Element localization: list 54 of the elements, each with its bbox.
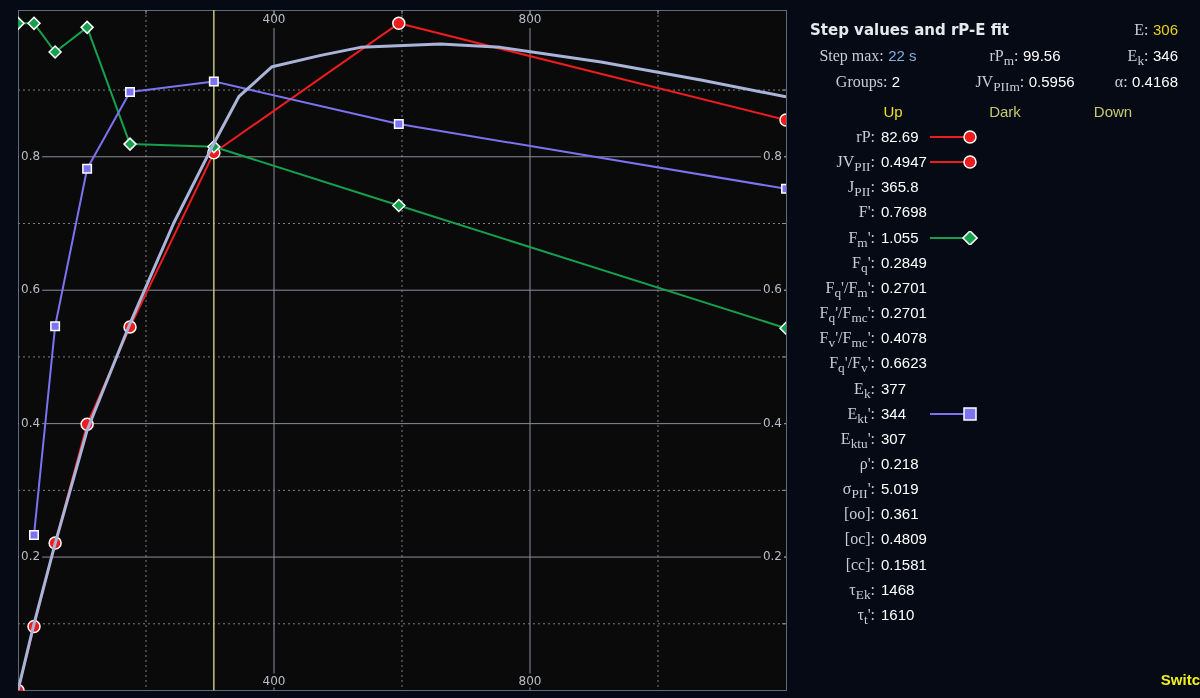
text: [cc]: 0.1581 <box>845 555 927 573</box>
x2-tick-label: 800 <box>518 12 542 27</box>
text: [oo]: 0.361 <box>843 505 919 523</box>
text: ρ': 0.218 <box>859 454 919 472</box>
text: τ$_{Ek}$: 1468 <box>849 580 915 602</box>
text: E: 306 <box>1134 21 1178 38</box>
text: Down <box>1093 103 1133 120</box>
point <box>82 163 93 174</box>
text: F$_{q}$'/F$_{v}$': 0.6623 <box>829 354 927 376</box>
text: JV$_{PIIm}$: 0.5956 <box>975 73 1075 95</box>
point <box>48 45 62 59</box>
text: E$_{ktu}$': 307 <box>840 429 907 451</box>
text: α: 0.4168 <box>1114 73 1178 90</box>
text: τ$_{t}$': 1610 <box>857 605 915 628</box>
text: Step max: 22 s <box>819 47 917 64</box>
text: σ$_{PII}$': 5.019 <box>842 480 919 502</box>
y2-tick-label: 0.4 <box>762 415 782 430</box>
point <box>125 87 135 98</box>
point <box>393 119 404 130</box>
text: Groups: 2 <box>835 73 901 90</box>
point <box>50 321 61 332</box>
y-tick-label: 0.6 <box>21 282 41 297</box>
y-tick-label: 0.4 <box>21 415 41 430</box>
y2-tick-label: 0.6 <box>762 282 782 297</box>
text: F': 0.7698 <box>858 203 927 221</box>
text: F$_{q}$': 0.2849 <box>852 253 927 275</box>
y2-tick-label: 0.2 <box>762 549 782 564</box>
text: F$_{m}$': 1.055 <box>848 228 919 250</box>
text: F$_{q}$'/F$_{mc}$': 0.2701 <box>819 304 927 326</box>
text: JV$_{PII}$: 0.4947 <box>836 153 927 175</box>
y-tick-label: 0.2 <box>21 549 41 564</box>
text: F$_{q}$'/F$_{m}$': 0.2701 <box>825 278 927 301</box>
text: E$_{k}$: 377 <box>854 379 907 401</box>
point <box>208 76 219 87</box>
text: E$_{k}$: 346 <box>1127 47 1178 69</box>
text: J$_{PII}$: 365.8 <box>848 178 919 200</box>
point <box>27 16 41 31</box>
text: Step values and rP-E fit <box>810 20 1010 40</box>
text: E$_{kt}$': 344 <box>847 404 907 426</box>
text: rP$_{m}$: 99.56 <box>989 47 1061 69</box>
point <box>123 137 137 151</box>
point <box>29 530 39 541</box>
y2-tick-label: 0.8 <box>762 148 782 163</box>
text: Switc <box>1160 671 1200 688</box>
text: [oc]: 0.4809 <box>844 530 927 548</box>
point <box>392 198 406 213</box>
point <box>80 20 94 35</box>
text: F$_{v}$'/F$_{mc}$': 0.4078 <box>819 329 927 351</box>
text: rP: 82.69 <box>856 128 919 145</box>
text: Dark <box>989 103 1021 120</box>
y-tick-label: 0.8 <box>21 148 41 163</box>
x2-tick-label: 400 <box>262 12 286 27</box>
point <box>392 16 406 31</box>
text: Up <box>883 103 903 120</box>
